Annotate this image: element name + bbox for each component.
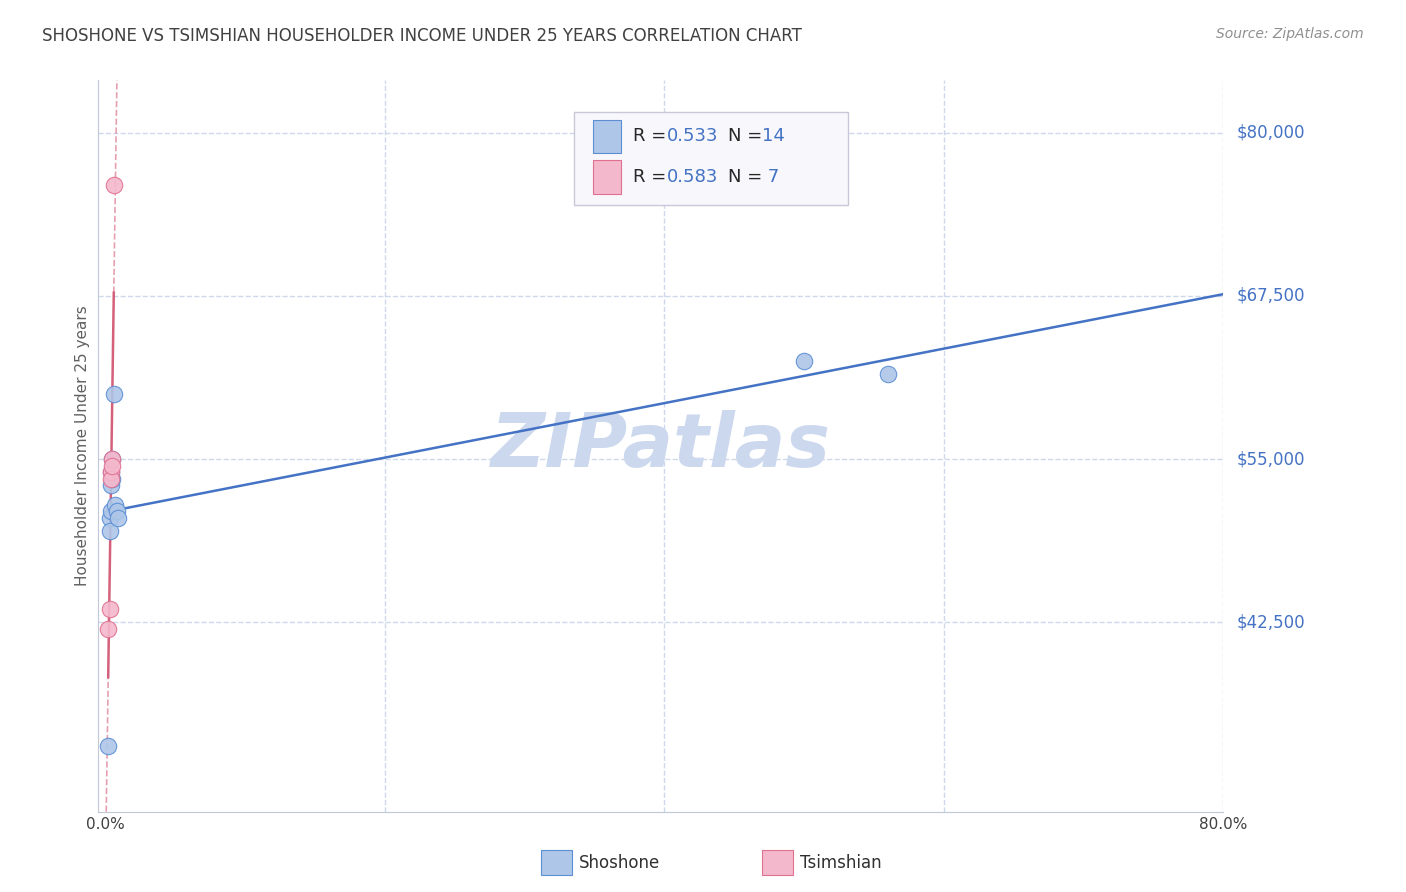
Text: Tsimshian: Tsimshian bbox=[800, 854, 882, 871]
Point bbox=[107, 511, 129, 525]
Text: N =: N = bbox=[728, 168, 768, 186]
Point bbox=[98, 524, 121, 538]
Point bbox=[105, 504, 128, 518]
Text: 0.533: 0.533 bbox=[666, 128, 718, 145]
Text: ZIPatlas: ZIPatlas bbox=[491, 409, 831, 483]
Point bbox=[103, 386, 125, 401]
Text: R =: R = bbox=[633, 128, 672, 145]
Point bbox=[793, 354, 815, 368]
Point bbox=[100, 472, 122, 486]
Point bbox=[101, 458, 124, 473]
Point bbox=[101, 452, 124, 467]
Point bbox=[104, 498, 127, 512]
Text: R =: R = bbox=[633, 168, 672, 186]
Point bbox=[100, 504, 122, 518]
Text: N =: N = bbox=[728, 128, 768, 145]
Text: SHOSHONE VS TSIMSHIAN HOUSEHOLDER INCOME UNDER 25 YEARS CORRELATION CHART: SHOSHONE VS TSIMSHIAN HOUSEHOLDER INCOME… bbox=[42, 27, 801, 45]
Text: $67,500: $67,500 bbox=[1237, 287, 1306, 305]
Point bbox=[101, 472, 124, 486]
Text: 14: 14 bbox=[762, 128, 785, 145]
Point bbox=[98, 511, 121, 525]
Point bbox=[98, 602, 121, 616]
Text: 0.583: 0.583 bbox=[666, 168, 718, 186]
Text: $55,000: $55,000 bbox=[1237, 450, 1306, 468]
Text: $80,000: $80,000 bbox=[1237, 123, 1306, 142]
Point bbox=[100, 465, 122, 479]
Point bbox=[101, 452, 124, 467]
Point bbox=[97, 739, 120, 754]
Y-axis label: Householder Income Under 25 years: Householder Income Under 25 years bbox=[75, 306, 90, 586]
Point bbox=[97, 622, 120, 636]
Point bbox=[100, 465, 122, 479]
Point bbox=[876, 367, 898, 381]
Point bbox=[100, 478, 122, 492]
Text: $42,500: $42,500 bbox=[1237, 614, 1306, 632]
Text: 7: 7 bbox=[762, 168, 779, 186]
Point bbox=[103, 178, 125, 192]
Text: Shoshone: Shoshone bbox=[579, 854, 661, 871]
Text: Source: ZipAtlas.com: Source: ZipAtlas.com bbox=[1216, 27, 1364, 41]
